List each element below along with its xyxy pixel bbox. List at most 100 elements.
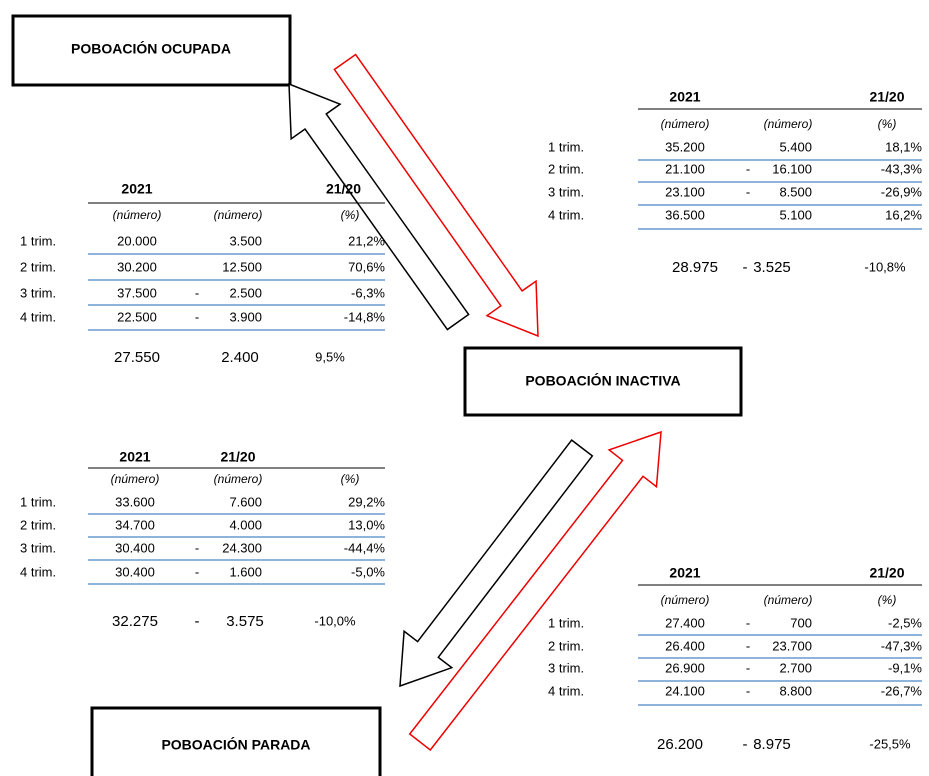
sign: - — [746, 683, 750, 698]
unit-label: (número) — [661, 117, 710, 131]
row-label: 3 trim. — [548, 184, 584, 199]
total-value: 28.975 — [672, 259, 718, 276]
percent: -26,7% — [881, 683, 923, 698]
year-header: 2021 — [121, 181, 152, 197]
change: 24.300 — [222, 540, 262, 555]
sign: - — [746, 184, 750, 199]
row-label: 4 trim. — [20, 564, 56, 579]
change: 5.400 — [779, 139, 812, 154]
percent: -6,3% — [351, 285, 385, 300]
row-label: 2 trim. — [20, 259, 56, 274]
row-label: 1 trim. — [548, 139, 584, 154]
total-value: 32.275 — [112, 613, 158, 630]
row-label: 4 trim. — [548, 207, 584, 222]
total-change: 8.975 — [753, 736, 791, 753]
change: 4.000 — [229, 517, 262, 532]
value: 20.000 — [117, 233, 157, 248]
change: 16.100 — [772, 161, 812, 176]
unit-label: (número) — [764, 117, 813, 131]
value: 37.500 — [117, 285, 157, 300]
value: 35.200 — [665, 139, 705, 154]
total-percent: -10,0% — [314, 613, 356, 628]
change: 2.500 — [229, 285, 262, 300]
arrow — [288, 82, 470, 331]
sign: - — [195, 285, 199, 300]
row-label: 2 trim. — [548, 638, 584, 653]
unit-label: (número) — [661, 593, 710, 607]
change: 7.600 — [229, 494, 262, 509]
unit-label: (%) — [341, 472, 360, 486]
sign: - — [195, 540, 199, 555]
percent: 29,2% — [348, 494, 385, 509]
arrow — [408, 430, 662, 752]
sign: - — [195, 309, 199, 324]
total-percent: 9,5% — [315, 349, 345, 364]
row-label: 2 trim. — [548, 161, 584, 176]
value: 23.100 — [665, 184, 705, 199]
value: 22.500 — [117, 309, 157, 324]
total-change: 2.400 — [221, 349, 259, 366]
value: 33.600 — [115, 494, 155, 509]
percent: 70,6% — [348, 259, 385, 274]
total-percent: -10,8% — [864, 259, 906, 274]
unit-label: (%) — [878, 593, 897, 607]
unit-label: (número) — [113, 208, 162, 222]
year-header: 2021 — [669, 565, 700, 581]
row-label: 1 trim. — [20, 494, 56, 509]
value: 30.400 — [115, 540, 155, 555]
change: 5.100 — [779, 207, 812, 222]
value: 26.900 — [665, 660, 705, 675]
percent: -9,1% — [888, 660, 922, 675]
total-sign: - — [743, 736, 748, 753]
sign: - — [746, 660, 750, 675]
sign: - — [195, 564, 199, 579]
percent: -44,4% — [344, 540, 386, 555]
row-label: 4 trim. — [548, 683, 584, 698]
change: 12.500 — [222, 259, 262, 274]
value: 24.100 — [665, 683, 705, 698]
change: 3.900 — [229, 309, 262, 324]
row-label: 2 trim. — [20, 517, 56, 532]
percent: -5,0% — [351, 564, 385, 579]
unit-label: (número) — [111, 472, 160, 486]
year-header: 2021 — [119, 449, 150, 465]
total-sign: - — [195, 613, 200, 630]
percent: 13,0% — [348, 517, 385, 532]
row-label: 1 trim. — [20, 233, 56, 248]
change: 23.700 — [772, 638, 812, 653]
change: 1.600 — [229, 564, 262, 579]
box — [90, 706, 382, 776]
change: 8.500 — [779, 184, 812, 199]
period-header: 21/20 — [220, 449, 255, 465]
value: 30.200 — [117, 259, 157, 274]
box — [463, 346, 743, 417]
arrow — [333, 53, 539, 338]
unit-label: (número) — [764, 593, 813, 607]
period-header: 21/20 — [869, 89, 904, 105]
total-percent: -25,5% — [869, 736, 911, 751]
value: 21.100 — [665, 161, 705, 176]
unit-label: (número) — [214, 208, 263, 222]
box-label: POBOACIÓN PARADA — [161, 736, 310, 753]
total-change: 3.525 — [753, 259, 791, 276]
sign: - — [746, 615, 750, 630]
unit-label: (%) — [878, 117, 897, 131]
box-label: POBOACIÓN OCUPADA — [71, 40, 231, 57]
percent: 16,2% — [885, 207, 922, 222]
change: 2.700 — [779, 660, 812, 675]
value: 26.400 — [665, 638, 705, 653]
sign: - — [746, 638, 750, 653]
percent: 18,1% — [885, 139, 922, 154]
total-sign: - — [743, 259, 748, 276]
box — [11, 14, 292, 87]
value: 36.500 — [665, 207, 705, 222]
row-label: 3 trim. — [548, 660, 584, 675]
sign: - — [746, 161, 750, 176]
period-header: 21/20 — [869, 565, 904, 581]
row-label: 1 trim. — [548, 615, 584, 630]
change: 8.800 — [779, 683, 812, 698]
value: 34.700 — [115, 517, 155, 532]
total-change: 3.575 — [226, 613, 264, 630]
percent: -47,3% — [881, 638, 923, 653]
change: 3.500 — [229, 233, 262, 248]
